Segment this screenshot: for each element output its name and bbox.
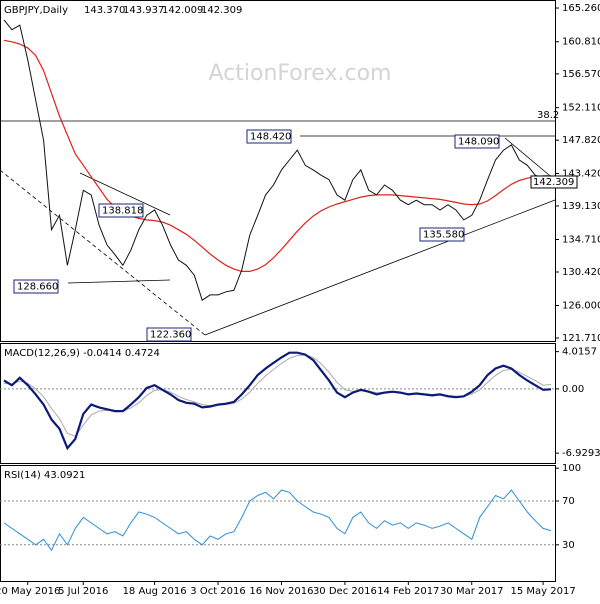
series-line [3, 354, 552, 437]
y-tick-label: 139.130 [562, 201, 600, 212]
y-tick-label: 126.000 [562, 300, 600, 311]
y-tick-label: 143.420 [562, 169, 600, 180]
annotation: 148.090 [458, 137, 499, 148]
trend-line [0, 169, 206, 336]
macd-title: MACD(12,26,9) -0.0414 0.4724 [4, 348, 160, 359]
ohlc: 142.009 [162, 5, 203, 16]
series-line [3, 39, 551, 272]
y-tick-label: 130.420 [562, 267, 600, 278]
y-tick-label: -6.9293 [562, 448, 600, 459]
y-tick-label: 152.110 [562, 103, 600, 114]
series-line [3, 489, 552, 552]
last-price-box [530, 175, 578, 189]
y-tick-label: 100 [562, 463, 581, 474]
triangle-line [79, 172, 171, 216]
annotation: 122.360 [150, 330, 191, 341]
ohlc: 143.937 [123, 5, 164, 16]
series-line [3, 19, 552, 301]
annotation-box [454, 134, 500, 149]
channel-line [504, 137, 556, 181]
y-tick-label: 160.810 [562, 37, 600, 48]
annotation-box [146, 327, 192, 342]
annotation: 138.818 [102, 206, 143, 217]
y-tick-label: 134.710 [562, 234, 600, 245]
y-tick-label: 147.820 [562, 135, 600, 146]
y-tick-label: 30 [562, 540, 575, 551]
x-tick-label: 30 Dec 2016 [313, 586, 377, 597]
x-tick-label: 15 May 2017 [510, 586, 575, 597]
rsi-panel [0, 465, 556, 582]
last-price-label: 142.309 [533, 177, 574, 188]
ohlc: 142.309 [201, 5, 242, 16]
x-tick-label: 5 Jul 2016 [58, 586, 108, 597]
x-tick-label: 14 Feb 2017 [377, 586, 439, 597]
triangle-line [67, 279, 171, 284]
symbol: GBPJPY,Daily [4, 5, 68, 16]
trend-line [204, 199, 556, 336]
rsi-title: RSI(14) 43.0921 [4, 470, 85, 481]
annotation: 135.580 [423, 230, 464, 241]
watermark: ActionForex.com [209, 61, 392, 86]
y-tick-label: 156.570 [562, 69, 600, 80]
price-panel [0, 0, 556, 342]
annotation-box [98, 203, 144, 218]
y-tick-label: 4.0157 [562, 347, 597, 358]
x-tick-label: 20 May 2016 [0, 586, 60, 597]
x-tick-label: 3 Oct 2016 [190, 586, 245, 597]
y-tick-label: 121.710 [562, 333, 600, 344]
fib-label: 38.2 [537, 110, 559, 121]
x-tick-label: 16 Nov 2016 [249, 586, 313, 597]
annotation: 128.660 [17, 282, 58, 293]
series-line [3, 351, 552, 451]
macd-panel [0, 343, 556, 464]
y-tick-label: 70 [562, 496, 575, 507]
annotation-box [13, 279, 59, 294]
y-tick-label: 165.260 [562, 3, 600, 14]
annotation-box [419, 227, 465, 242]
annotation: 148.420 [250, 132, 291, 143]
y-tick-label: 0.00 [562, 384, 584, 395]
ohlc: 143.370 [84, 5, 125, 16]
x-tick-label: 30 Mar 2017 [440, 586, 503, 597]
annotation-box [246, 129, 292, 144]
x-tick-label: 18 Aug 2016 [123, 586, 187, 597]
